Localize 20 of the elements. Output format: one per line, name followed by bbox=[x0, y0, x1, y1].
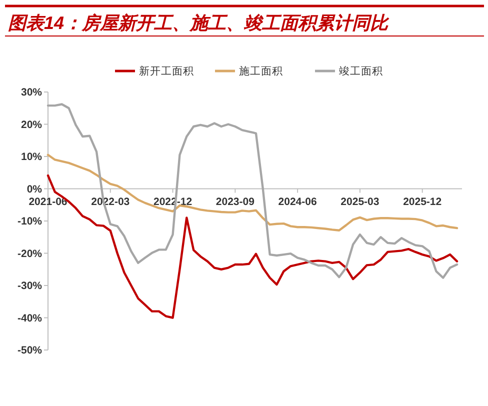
x-tick-label: 2021-06 bbox=[28, 196, 68, 208]
y-tick-label: 10% bbox=[20, 151, 43, 164]
y-tick-label: -50% bbox=[17, 344, 43, 357]
y-tick-label: 20% bbox=[20, 118, 43, 131]
y-tick-label: -40% bbox=[17, 312, 43, 324]
legend-label: 竣工面积 bbox=[339, 64, 383, 78]
y-tick-label: -30% bbox=[17, 280, 43, 292]
y-tick-label: 0% bbox=[26, 183, 43, 196]
legend-label: 施工面积 bbox=[239, 64, 283, 78]
legend-label: 新开工面积 bbox=[139, 64, 194, 78]
x-tick-label: 2025-03 bbox=[340, 196, 380, 208]
x-tick-label: 2025-12 bbox=[403, 196, 442, 208]
y-tick-label: -20% bbox=[17, 248, 43, 260]
x-tick-label: 2024-06 bbox=[278, 196, 317, 208]
x-tick-label: 2022-12 bbox=[154, 196, 192, 208]
chart-title: 图表14：房屋新开工、施工、竣工面积累计同比 bbox=[8, 13, 390, 33]
y-tick-label: -10% bbox=[17, 216, 43, 228]
y-tick-label: 30% bbox=[20, 86, 43, 99]
x-tick-label: 2022-03 bbox=[91, 196, 130, 208]
x-tick-label: 2023-09 bbox=[216, 196, 255, 208]
